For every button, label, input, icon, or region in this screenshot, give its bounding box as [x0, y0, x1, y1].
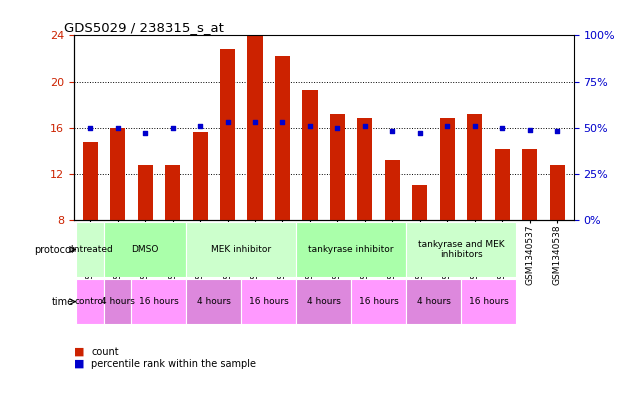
Bar	[296, 279, 351, 324]
Bar	[241, 279, 296, 324]
Text: protocol: protocol	[35, 244, 74, 255]
Text: DMSO: DMSO	[131, 245, 159, 254]
Text: time: time	[52, 297, 74, 307]
Text: 16 hours: 16 hours	[249, 297, 288, 306]
Text: tankyrase and MEK
inhibitors: tankyrase and MEK inhibitors	[418, 240, 504, 259]
Point	[195, 123, 205, 129]
Point	[222, 119, 233, 125]
Bar	[296, 222, 406, 277]
Bar	[303, 90, 317, 220]
Bar	[76, 222, 104, 277]
Bar	[138, 165, 153, 220]
Point	[470, 123, 480, 129]
Bar	[412, 185, 428, 220]
Text: untreated: untreated	[68, 245, 113, 254]
Text: 4 hours: 4 hours	[417, 297, 451, 306]
Text: 16 hours: 16 hours	[359, 297, 399, 306]
Point	[332, 125, 342, 131]
Bar	[110, 128, 125, 220]
Bar	[187, 222, 296, 277]
Point	[360, 123, 370, 129]
Text: ■: ■	[74, 347, 84, 357]
Bar	[467, 114, 482, 220]
Text: 4 hours: 4 hours	[101, 297, 135, 306]
Bar	[440, 119, 455, 220]
Bar	[104, 222, 187, 277]
Bar	[406, 279, 461, 324]
Bar	[522, 149, 537, 220]
Bar	[187, 279, 241, 324]
Text: MEK inhibitor: MEK inhibitor	[212, 245, 271, 254]
Text: 4 hours: 4 hours	[307, 297, 340, 306]
Point	[278, 119, 288, 125]
Bar	[83, 141, 98, 220]
Point	[497, 125, 508, 131]
Point	[387, 128, 397, 134]
Text: ■: ■	[74, 358, 84, 369]
Point	[415, 130, 425, 136]
Point	[442, 123, 453, 129]
Text: tankyrase inhibitor: tankyrase inhibitor	[308, 245, 394, 254]
Point	[524, 127, 535, 133]
Text: 4 hours: 4 hours	[197, 297, 231, 306]
Bar	[406, 222, 516, 277]
Point	[113, 125, 123, 131]
Bar	[131, 279, 187, 324]
Bar	[385, 160, 400, 220]
Point	[250, 119, 260, 125]
Point	[85, 125, 96, 131]
Bar	[104, 279, 131, 324]
Bar	[76, 279, 104, 324]
Bar	[247, 35, 263, 220]
Bar	[461, 279, 516, 324]
Bar	[495, 149, 510, 220]
Point	[552, 128, 562, 134]
Bar	[550, 165, 565, 220]
Bar	[275, 56, 290, 220]
Text: percentile rank within the sample: percentile rank within the sample	[91, 358, 256, 369]
Text: count: count	[91, 347, 119, 357]
Bar	[165, 165, 180, 220]
Text: control: control	[74, 297, 106, 306]
Text: GDS5029 / 238315_s_at: GDS5029 / 238315_s_at	[63, 21, 224, 34]
Point	[140, 130, 150, 136]
Point	[167, 125, 178, 131]
Bar	[192, 132, 208, 220]
Bar	[220, 49, 235, 220]
Text: 16 hours: 16 hours	[139, 297, 179, 306]
Bar	[351, 279, 406, 324]
Bar	[330, 114, 345, 220]
Text: 16 hours: 16 hours	[469, 297, 508, 306]
Point	[305, 123, 315, 129]
Bar	[358, 119, 372, 220]
